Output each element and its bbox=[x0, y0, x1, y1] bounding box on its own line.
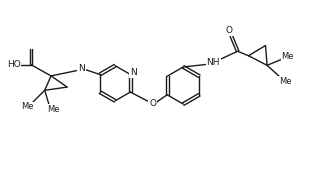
Text: O: O bbox=[149, 99, 156, 108]
Text: Me: Me bbox=[279, 77, 292, 86]
Text: Me: Me bbox=[21, 102, 33, 111]
Text: N: N bbox=[130, 68, 137, 77]
Text: NH: NH bbox=[207, 58, 220, 67]
Text: N: N bbox=[78, 64, 85, 73]
Text: HO: HO bbox=[7, 60, 21, 69]
Text: O: O bbox=[226, 26, 233, 35]
Text: Me: Me bbox=[281, 52, 294, 61]
Text: Me: Me bbox=[47, 105, 59, 114]
